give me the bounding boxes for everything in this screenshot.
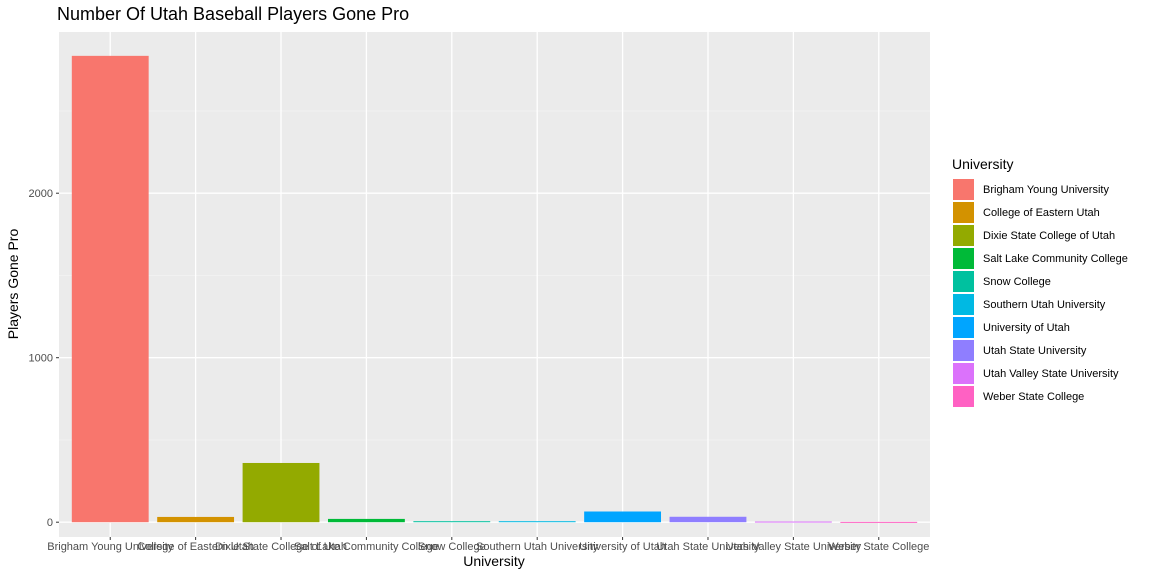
legend-swatch [953,363,974,384]
bar-weber-state-college [840,521,918,523]
legend: University Brigham Young University Colle… [952,156,1128,407]
legend-label: College of Eastern Utah [983,207,1100,219]
major-gridlines [59,32,930,537]
legend-label: Salt Lake Community College [983,253,1128,265]
legend-label: Dixie State College of Utah [983,230,1115,242]
bar-brigham-young-university [71,55,149,523]
legend-swatch [953,202,974,223]
x-tick-label: Brigham Young University [47,541,173,553]
y-tick-label: 1000 [29,353,53,365]
legend-swatch [953,179,974,200]
legend-swatch [953,271,974,292]
x-tick-label: Utah State University [656,541,760,553]
legend-label: Utah State University [983,345,1087,357]
x-axis-title: University [463,553,524,569]
bar-university-of-utah [584,511,662,523]
x-tick-label: Dixie State College of Utah [215,541,347,553]
x-tick-label: University of Utah [579,541,666,553]
y-tick-label: 0 [47,517,53,529]
legend-swatch [953,294,974,315]
y-axis: 0 1000 2000 [29,188,59,529]
bars [71,55,918,523]
legend-swatch [953,225,974,246]
bar-snow-college [413,521,491,523]
bar-dixie-state-college-of-utah [242,462,320,523]
x-tick-label: Salt Lake Community College [294,541,439,553]
x-tick-label: Snow College [418,541,486,553]
legend-swatch [953,340,974,361]
x-tick-label: Weber State College [828,541,929,553]
legend-swatch [953,386,974,407]
bar-college-of-eastern-utah [157,516,235,523]
legend-label: Southern Utah University [983,299,1106,311]
x-tick-label: Southern Utah University [476,541,599,553]
legend-label: Snow College [983,276,1051,288]
bar-southern-utah-university [498,521,576,523]
bar-utah-state-university [669,516,747,523]
x-tick-label: College of Eastern Utah [137,541,254,553]
y-axis-title: Players Gone Pro [5,229,21,340]
minor-gridlines [59,110,930,441]
legend-label: Brigham Young University [983,184,1109,196]
legend-label: Utah Valley State University [983,368,1119,380]
bar-utah-valley-state-university [754,521,832,523]
x-tick-label: Utah Valley State University [726,541,862,553]
legend-label: University of Utah [983,322,1070,334]
legend-swatch [953,317,974,338]
y-tick-label: 2000 [29,188,53,200]
plot-panel [59,32,930,537]
legend-title: University [952,156,1013,172]
legend-label: Weber State College [983,391,1084,403]
legend-items: Brigham Young University College of Easte… [953,179,1128,407]
chart-title: Number Of Utah Baseball Players Gone Pro [57,4,409,24]
bar-salt-lake-community-college [327,518,405,523]
legend-swatch [953,248,974,269]
